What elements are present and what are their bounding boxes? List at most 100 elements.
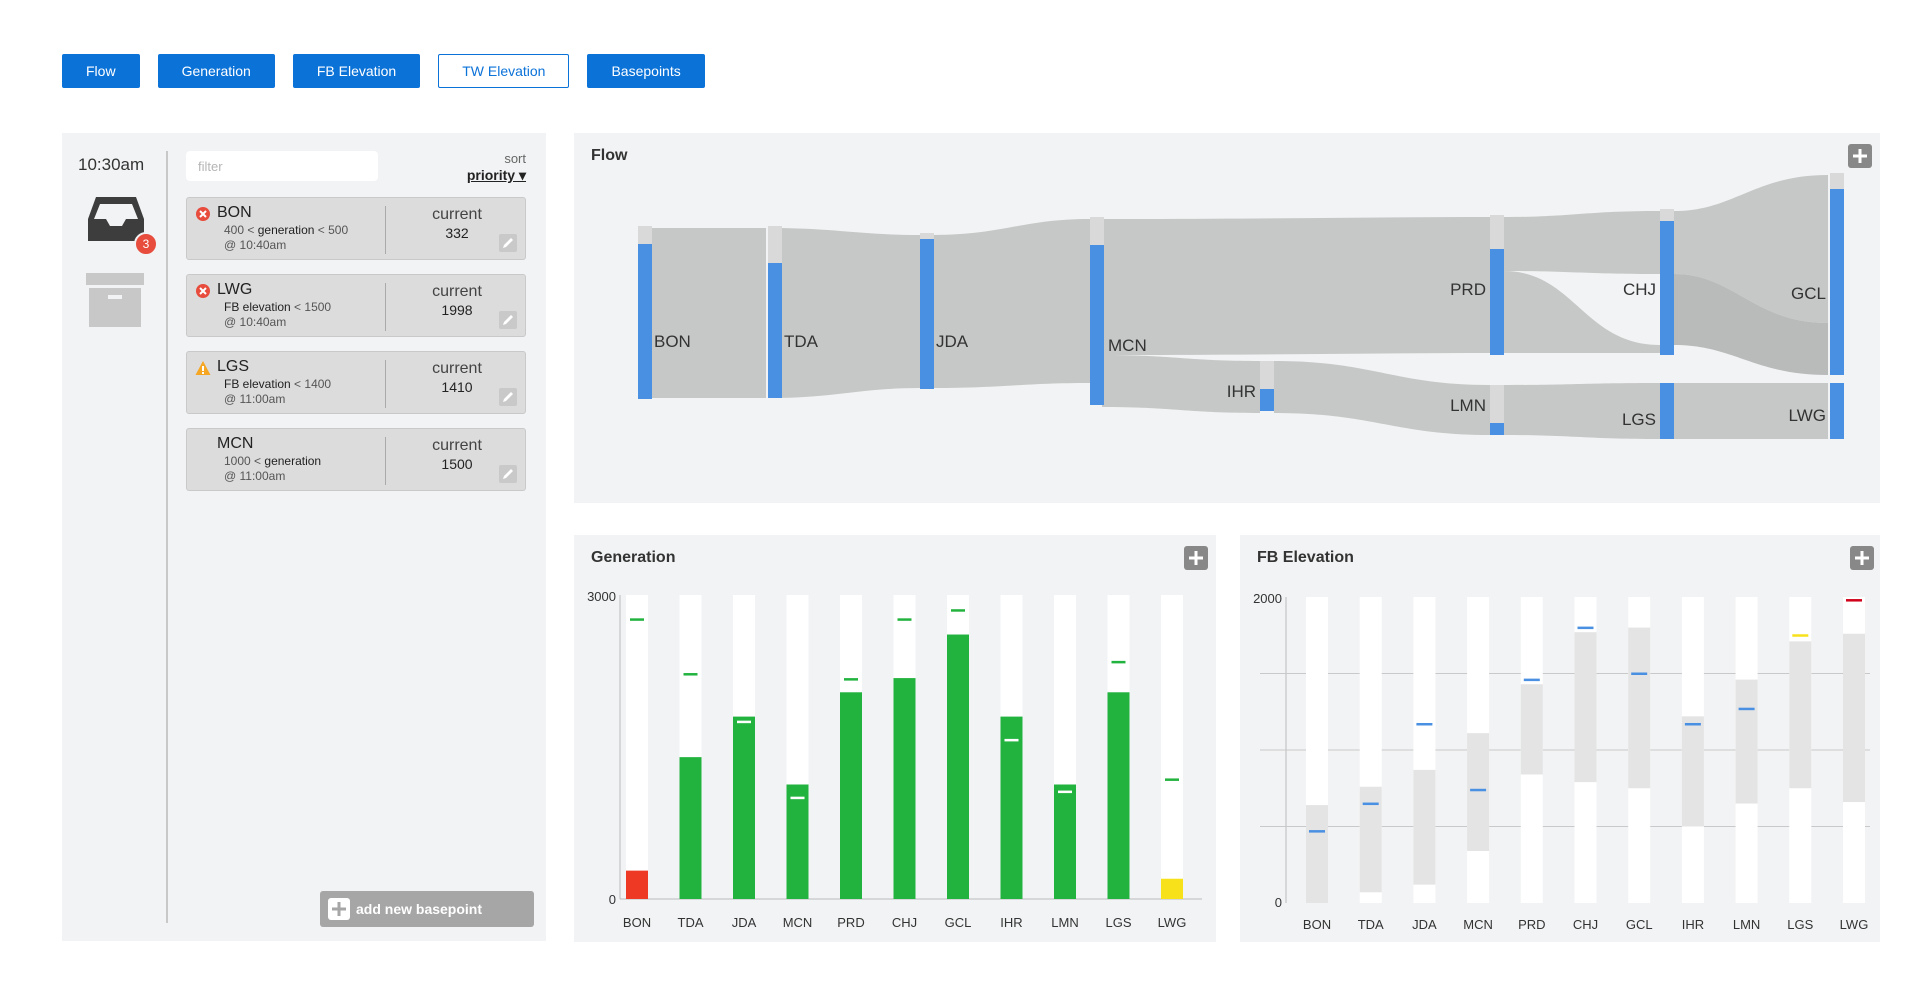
error-icon <box>196 284 210 298</box>
node-cap-prd <box>1490 215 1504 249</box>
node-label-gcl: GCL <box>1791 284 1826 303</box>
gen-bar-gcl <box>947 634 969 899</box>
gen-xtick-prd: PRD <box>837 915 864 930</box>
fb-range-mcn <box>1467 733 1490 851</box>
node-mcn <box>1090 245 1104 405</box>
node-gcl <box>1830 189 1844 375</box>
tab-basepoints[interactable]: Basepoints <box>587 54 705 88</box>
node-label-ihr: IHR <box>1227 382 1256 401</box>
gen-xtick-ihr: IHR <box>1000 915 1022 930</box>
node-cap-ihr <box>1260 361 1274 389</box>
link-chj-gcl-b <box>1674 274 1828 375</box>
gen-basepoint-mcn <box>790 796 805 800</box>
tab-generation[interactable]: Generation <box>157 54 275 88</box>
gen-bar-chj <box>893 678 916 899</box>
tab-tw-elevation[interactable]: TW Elevation <box>438 54 570 88</box>
card-divider <box>385 206 386 254</box>
gen-basepoint-chj <box>897 618 912 621</box>
fb-xtick-ihr: IHR <box>1682 917 1704 932</box>
node-cap-gcl <box>1830 173 1844 189</box>
link-tda-jda <box>772 228 920 398</box>
add-basepoint-button[interactable]: add new basepoint <box>320 891 534 927</box>
card-divider <box>385 437 386 485</box>
node-cap-bon <box>638 226 652 244</box>
gen-xtick-jda: JDA <box>732 915 757 930</box>
flow-node-caps <box>638 173 1844 423</box>
fb-elevation-title: FB Elevation <box>1257 549 1354 566</box>
y-tick-min: 0 <box>1275 895 1282 910</box>
node-label-prd: PRD <box>1450 280 1486 299</box>
fb-marker-lgs <box>1792 634 1809 637</box>
gen-bar-tda <box>679 757 702 899</box>
current-label: current <box>432 283 482 300</box>
warning-icon <box>195 361 211 375</box>
link-lmn-lgs <box>1504 383 1660 439</box>
fb-range-tda <box>1359 786 1382 893</box>
fb-marker-tda <box>1362 802 1379 806</box>
gen-bar-lgs <box>1107 692 1130 899</box>
fb-marker-lwg <box>1846 599 1862 602</box>
filter-input[interactable] <box>186 151 378 181</box>
expand-flow-icon[interactable] <box>1848 144 1872 168</box>
fb-xtick-bon: BON <box>1303 917 1331 932</box>
current-value: 1500 <box>441 456 473 472</box>
inbox-icon[interactable] <box>84 193 148 245</box>
fb-range-lgs <box>1789 641 1812 789</box>
y-tick-max: 3000 <box>587 589 616 604</box>
flow-sankey: BON TDA JDA MCN IHR LMN PRD CHJ GCL LGS … <box>638 173 1844 439</box>
alert-time: @ 10:40am <box>224 238 287 252</box>
gen-bar-jda <box>733 716 755 899</box>
tab-fb-elevation[interactable]: FB Elevation <box>292 54 421 88</box>
edit-icon[interactable] <box>499 465 517 483</box>
sort-dropdown[interactable]: priority ▾ <box>466 167 526 183</box>
alert-station: BON <box>217 204 252 221</box>
alert-card-lwg[interactable]: LWG FB elevation < 1500 @ 10:40am curren… <box>186 274 526 337</box>
alert-station: LGS <box>217 358 250 375</box>
node-cap-mcn <box>1090 217 1104 245</box>
fb-xtick-chj: CHJ <box>1573 917 1598 932</box>
edit-icon[interactable] <box>499 311 517 329</box>
alert-time: @ 11:00am <box>224 469 286 483</box>
alert-card-lgs[interactable]: LGS FB elevation < 1400 @ 11:00am curren… <box>186 351 526 414</box>
fb-marker-mcn <box>1470 788 1487 792</box>
node-cap-chj <box>1660 209 1674 221</box>
fb-range-chj <box>1574 632 1597 783</box>
gen-xtick-tda: TDA <box>678 915 704 930</box>
alert-condition: FB elevation < 1500 <box>224 300 332 314</box>
node-label-lgs: LGS <box>1622 410 1656 429</box>
node-label-jda: JDA <box>936 332 969 351</box>
gen-basepoint-lgs <box>1111 660 1126 664</box>
gen-xtick-mcn: MCN <box>783 915 813 930</box>
fb-xtick-lmn: LMN <box>1733 917 1760 932</box>
fb-range-ihr <box>1681 716 1704 827</box>
link-mcn-ihr <box>1102 355 1260 413</box>
alert-card-mcn[interactable]: MCN 1000 < generation @ 11:00am current … <box>186 428 526 491</box>
generation-title: Generation <box>591 549 676 566</box>
alert-condition: 400 < generation < 500 <box>224 223 349 237</box>
gen-xtick-lmn: LMN <box>1051 915 1078 930</box>
edit-icon[interactable] <box>499 388 517 406</box>
fb-marker-prd <box>1523 678 1540 682</box>
fb-marker-bon <box>1309 830 1325 833</box>
gen-bar-ihr <box>1000 716 1023 899</box>
node-label-bon: BON <box>654 332 691 351</box>
gen-basepoint-gcl <box>951 609 965 612</box>
gen-basepoint-lmn <box>1058 790 1072 794</box>
edit-icon[interactable] <box>499 234 517 252</box>
gen-basepoint-prd <box>844 678 858 681</box>
fb-xtick-lgs: LGS <box>1787 917 1813 932</box>
node-jda <box>920 239 934 389</box>
alert-time: @ 10:40am <box>224 315 287 329</box>
card-divider <box>385 283 386 331</box>
alert-station: LWG <box>217 281 253 298</box>
fb-marker-jda <box>1416 722 1433 726</box>
tab-flow[interactable]: Flow <box>62 54 140 88</box>
archive-icon[interactable] <box>86 273 144 327</box>
link-lgs-lwg <box>1674 383 1828 439</box>
expand-fb-elevation-icon[interactable] <box>1850 546 1874 570</box>
alert-card-bon[interactable]: BON 400 < generation < 500 @ 10:40am cur… <box>186 197 526 260</box>
node-label-lwg: LWG <box>1789 406 1826 425</box>
gen-basepoint-bon <box>630 618 644 621</box>
expand-generation-icon[interactable] <box>1184 546 1208 570</box>
y-tick-max: 2000 <box>1253 591 1282 606</box>
